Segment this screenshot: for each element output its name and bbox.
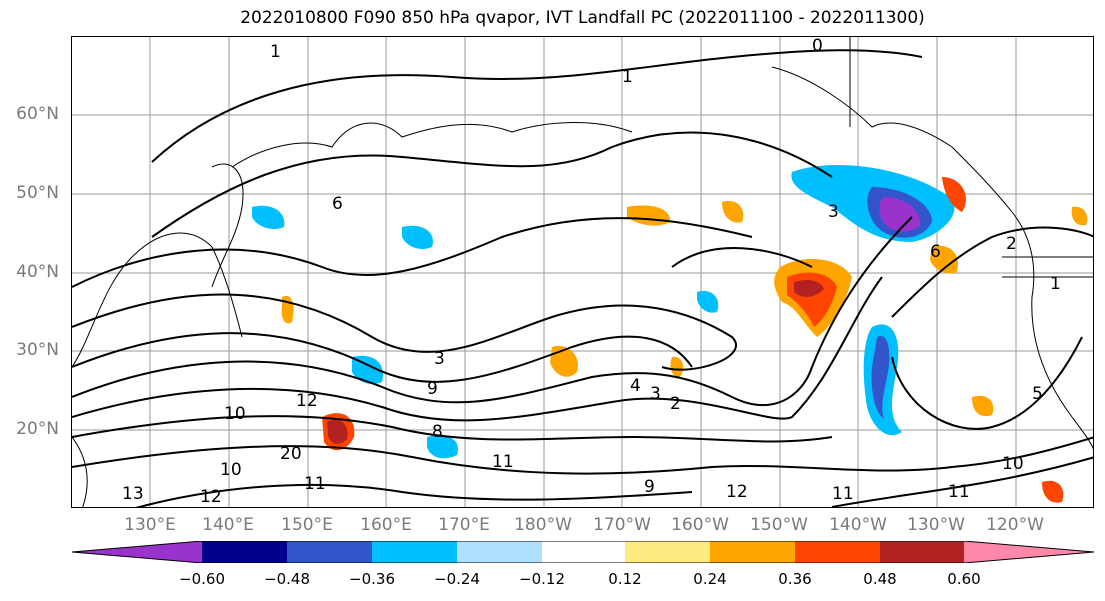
colorbar-segment: [880, 541, 964, 563]
colorbar-tick: 0.36: [778, 570, 812, 588]
contour-label: 6: [930, 242, 941, 262]
contour-label: 10: [1002, 454, 1024, 474]
lon-label: 150°E: [281, 515, 333, 535]
contour-labels: 1 0 1 3 6 3 9 4 3 2 12 10 10 20 11 13 12…: [122, 37, 1061, 507]
contour-label: 4: [630, 376, 641, 396]
colorbar-tick: −0.60: [179, 570, 225, 588]
colorbar-segment: [542, 541, 625, 563]
contour-label: 5: [1032, 384, 1043, 404]
lon-label: 170°W: [593, 515, 651, 535]
lat-label: 60°N: [16, 104, 59, 124]
contour-label: 9: [644, 477, 655, 497]
colorbar-tick: 0.24: [693, 570, 727, 588]
colorbar-extend-high: [964, 541, 1094, 563]
colorbar-segment: [710, 541, 795, 563]
contour-label: 20: [280, 444, 302, 464]
colorbar-segment: [457, 541, 542, 563]
contour-label: 2: [1006, 234, 1017, 254]
contour-label: 10: [220, 460, 242, 480]
colorbar: [72, 541, 1094, 563]
colorbar-tick: 0.60: [947, 570, 981, 588]
lon-label: 130°W: [907, 515, 965, 535]
contour-label: 1: [622, 67, 633, 87]
contour-label: 3: [434, 349, 445, 369]
lon-label: 140°E: [202, 515, 254, 535]
lon-label: 140°W: [829, 515, 887, 535]
colorbar-tick: 0.48: [863, 570, 897, 588]
colorbar-tick: −0.36: [349, 570, 395, 588]
lon-label: 150°W: [750, 515, 808, 535]
lat-label: 40°N: [16, 262, 59, 282]
contour-label: 3: [828, 202, 839, 222]
lon-label: 120°W: [986, 515, 1044, 535]
contour-label: 12: [726, 482, 748, 502]
colorbar-tick: 0.12: [608, 570, 642, 588]
contour-label: 3: [650, 384, 661, 404]
contour-label: 9: [427, 379, 438, 399]
contour-label: 10: [224, 404, 246, 424]
contour-label: 8: [432, 422, 443, 442]
colorbar-segment: [795, 541, 880, 563]
map-title: 2022010800 F090 850 hPa qvapor, IVT Land…: [240, 8, 925, 28]
contour-label: 12: [200, 487, 222, 507]
coastlines: [72, 37, 1093, 507]
lat-label: 50°N: [16, 183, 59, 203]
map-canvas: 1 0 1 3 6 3 9 4 3 2 12 10 10 20 11 13 12…: [72, 37, 1093, 507]
lon-label: 170°E: [438, 515, 490, 535]
contour-label: 11: [304, 474, 326, 494]
contour-label: 2: [670, 394, 681, 414]
colorbar-segment: [625, 541, 710, 563]
map-plot-area: 1 0 1 3 6 3 9 4 3 2 12 10 10 20 11 13 12…: [71, 36, 1094, 508]
contour-label: 1: [1050, 274, 1061, 294]
contour-label: 1: [270, 42, 281, 62]
colorbar-segment: [202, 541, 287, 563]
lon-label: 160°E: [360, 515, 412, 535]
contour-label: 13: [122, 484, 144, 504]
contour-label: 11: [492, 452, 514, 472]
qvapor-shading: [252, 164, 1088, 503]
contour-label: 11: [948, 482, 970, 502]
lat-label: 30°N: [16, 340, 59, 360]
colorbar-tick: −0.24: [434, 570, 480, 588]
contour-label: 11: [832, 484, 854, 504]
colorbar-tick: −0.12: [519, 570, 565, 588]
lon-label: 180°W: [514, 515, 572, 535]
contour-label: 12: [296, 391, 318, 411]
colorbar-extend-low: [72, 541, 202, 563]
lon-label: 160°W: [671, 515, 729, 535]
colorbar-segment: [372, 541, 457, 563]
ivt-contours: [72, 49, 1093, 507]
contour-label: 6: [332, 194, 343, 214]
colorbar-segment: [287, 541, 372, 563]
lat-label: 20°N: [16, 419, 59, 439]
colorbar-tick: −0.48: [264, 570, 310, 588]
contour-label: 0: [812, 37, 823, 56]
lon-label: 130°E: [124, 515, 176, 535]
